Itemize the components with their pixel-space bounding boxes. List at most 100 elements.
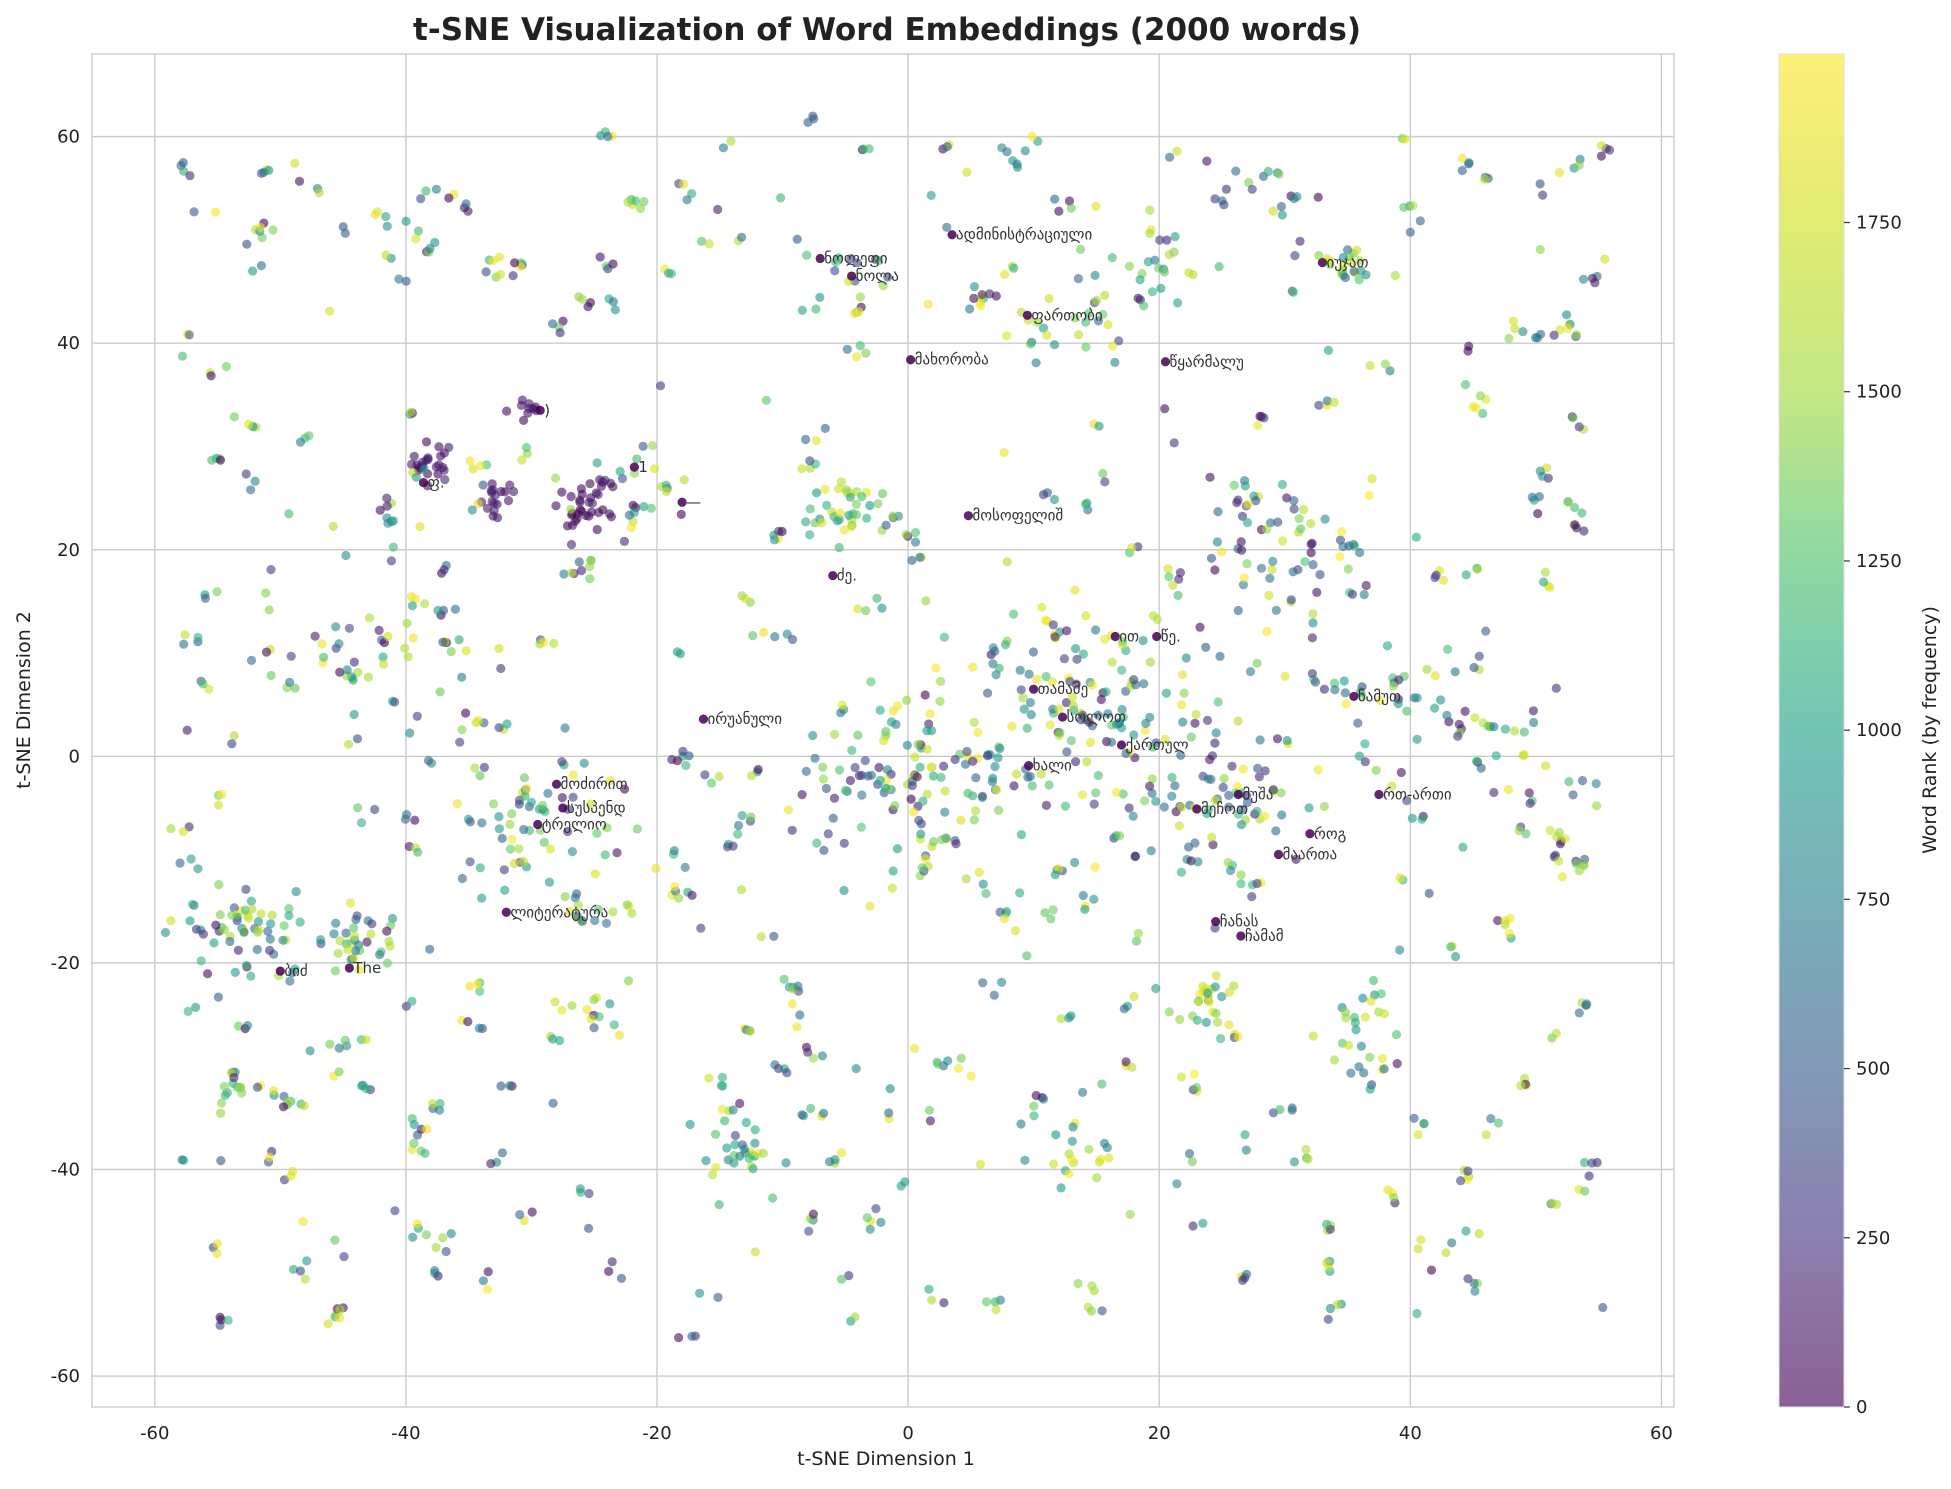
scatter-point: [828, 813, 838, 823]
scatter-point: [1387, 781, 1397, 791]
scatter-point: [745, 1026, 755, 1036]
scatter-point: [744, 1153, 754, 1163]
scatter-point: [676, 509, 686, 519]
scatter-point: [1521, 829, 1531, 839]
word-label: ბიძ: [284, 962, 307, 980]
scatter-point: [1176, 1072, 1187, 1082]
scatter-point: [976, 301, 986, 311]
scatter-point: [266, 670, 276, 681]
scatter-point: [543, 788, 553, 799]
scatter-point: [1500, 916, 1510, 926]
scatter-point: [1308, 609, 1318, 619]
scatter-point: [839, 885, 849, 896]
scatter-point: [793, 981, 803, 991]
labeled-point: [418, 478, 429, 488]
scatter-point: [604, 1266, 614, 1276]
scatter-point: [1186, 732, 1196, 742]
scatter-point: [219, 1081, 229, 1092]
scatter-point: [882, 765, 893, 775]
scatter-point: [1115, 831, 1125, 841]
scatter-point: [375, 505, 385, 515]
scatter-point: [461, 646, 471, 656]
scatter-point: [666, 269, 677, 279]
scatter-point: [1366, 996, 1376, 1006]
scatter-point: [1129, 991, 1139, 1002]
scatter-point: [497, 1148, 507, 1158]
scatter-point: [1184, 1149, 1195, 1159]
scatter-point: [557, 1005, 567, 1015]
scatter-point: [261, 588, 271, 598]
scatter-point: [1474, 651, 1484, 661]
plot-frame: [91, 53, 1675, 1408]
scatter-point: [573, 900, 583, 910]
scatter-point: [1086, 1306, 1096, 1316]
labeled-point: [1233, 789, 1243, 800]
scatter-point: [1204, 997, 1214, 1007]
scatter-point: [729, 1158, 739, 1168]
scatter-point: [354, 965, 364, 975]
scatter-point: [1233, 716, 1243, 726]
scatter-point: [435, 687, 445, 697]
scatter-point: [1022, 723, 1032, 733]
scatter-point: [390, 697, 400, 707]
scatter-point: [353, 667, 363, 677]
scatter-point: [1026, 710, 1036, 720]
scatter-point: [566, 491, 576, 502]
scatter-point: [1280, 671, 1290, 682]
scatter-point: [1023, 772, 1033, 782]
scatter-point: [881, 520, 891, 530]
scatter-point: [1388, 681, 1399, 691]
scatter-point: [1260, 766, 1270, 776]
scatter-point: [1367, 474, 1377, 484]
scatter-point: [999, 914, 1010, 924]
scatter-point: [1252, 878, 1262, 889]
scatter-point: [1298, 504, 1309, 515]
scatter-point: [846, 254, 856, 264]
scatter-point: [1322, 1219, 1332, 1229]
scatter-point: [1340, 272, 1350, 283]
scatter-point: [1385, 366, 1395, 376]
scatter-point: [1355, 687, 1366, 697]
scatter-point: [1117, 704, 1127, 715]
scatter-point: [211, 920, 221, 930]
scatter-point: [317, 639, 327, 649]
scatter-point: [539, 837, 549, 848]
scatter-point: [1217, 992, 1227, 1002]
scatter-point: [1015, 665, 1025, 675]
scatter-point: [411, 234, 421, 244]
scatter-point: [1275, 1105, 1285, 1115]
scatter-point: [624, 976, 634, 986]
scatter-point: [421, 186, 431, 196]
scatter-point: [622, 900, 632, 910]
scatter-point: [1155, 235, 1165, 245]
scatter-point: [695, 1288, 705, 1298]
scatter-point: [1407, 813, 1417, 824]
scatter-point: [857, 492, 867, 502]
scatter-point: [468, 464, 478, 474]
scatter-point: [384, 936, 394, 946]
scatter-point: [608, 907, 618, 917]
scatter-point: [585, 799, 596, 809]
scatter-point: [697, 236, 707, 246]
scatter-point: [291, 887, 301, 897]
scatter-point: [792, 1022, 802, 1032]
scatter-point: [874, 255, 884, 266]
scatter-point: [1064, 1169, 1074, 1179]
scatter-point: [266, 565, 276, 575]
scatter-point: [323, 1319, 333, 1329]
scatter-point: [1210, 738, 1220, 748]
scatter-point: [1085, 737, 1096, 748]
scatter-point: [1568, 413, 1578, 423]
scatter-point: [1307, 538, 1317, 549]
scatter-point: [1457, 153, 1468, 163]
scatter-point: [808, 1053, 818, 1063]
scatter-point: [1169, 247, 1179, 257]
scatter-point: [805, 504, 815, 514]
scatter-point: [851, 499, 862, 509]
colorbar: 0 250 500 750 1000 1250 1500 1750 Word Rank (by…: [1778, 53, 1941, 1418]
scatter-point: [797, 464, 807, 474]
scatter-point: [978, 978, 988, 988]
scatter-point: [1323, 1314, 1333, 1324]
scatter-point: [1002, 557, 1012, 567]
scatter-point: [1518, 750, 1528, 760]
